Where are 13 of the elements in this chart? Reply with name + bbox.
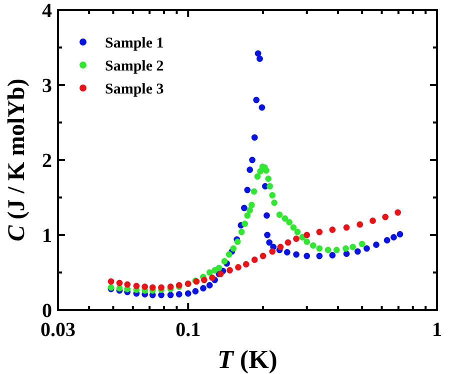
x-tick-label: 1 [432,319,442,341]
y-tick-label: 0 [42,300,52,322]
legend-label: Sample 1 [105,35,164,52]
legend-label: Sample 3 [105,81,164,98]
y-tick-label: 3 [42,75,52,97]
x-tick-label: 0.03 [40,319,76,341]
y-tick-label: 4 [42,0,52,22]
y-tick-label: 1 [42,225,52,247]
y-tick-label: 2 [42,150,52,172]
x-axis-title: T (K) [218,345,278,374]
y-axis-title: C (J / K molYb) [4,78,30,242]
legend-label: Sample 2 [105,58,164,74]
x-tick-label: 0.1 [176,319,201,341]
